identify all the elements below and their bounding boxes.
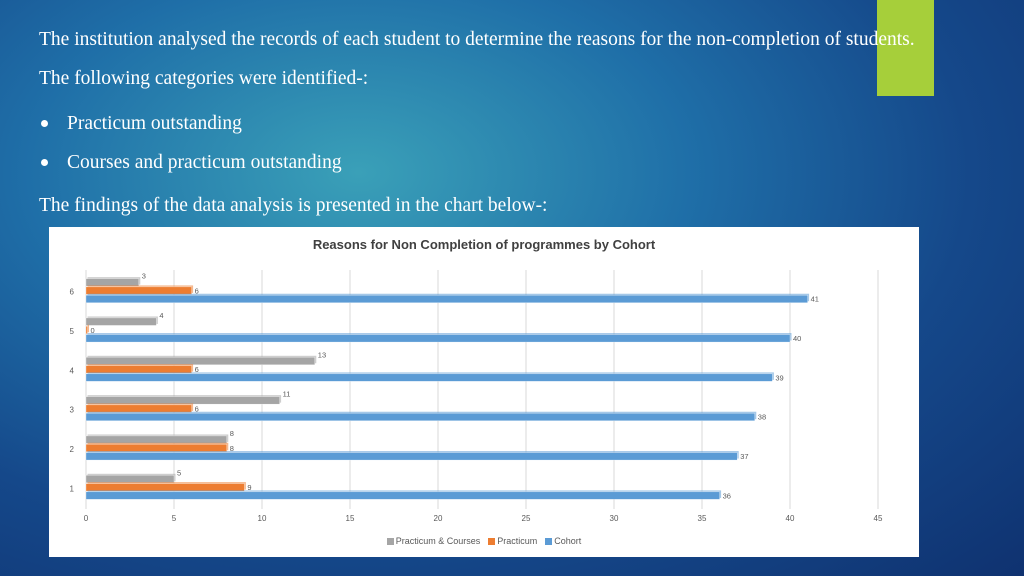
bullet-label: Courses and practicum outstanding bbox=[67, 152, 342, 173]
data-label: 37 bbox=[740, 452, 748, 461]
bar-practicum-courses bbox=[85, 435, 227, 444]
legend-swatch bbox=[386, 538, 394, 545]
category-list: Practicum outstanding Courses and practi… bbox=[39, 104, 929, 182]
data-label: 8 bbox=[230, 444, 234, 453]
legend-item: Practicum bbox=[488, 536, 537, 546]
bar-practicum bbox=[85, 365, 192, 374]
bar-cohort bbox=[85, 452, 738, 461]
bar-practicum-courses bbox=[85, 317, 157, 326]
y-category-label: 3 bbox=[70, 406, 75, 415]
bar-practicum bbox=[85, 444, 227, 452]
legend-label: Cohort bbox=[554, 536, 582, 546]
data-label: 4 bbox=[159, 311, 163, 320]
findings-paragraph: The findings of the data analysis is pre… bbox=[39, 195, 548, 216]
bar-practicum-courses bbox=[85, 278, 139, 287]
y-category-label: 5 bbox=[70, 327, 75, 336]
bullet-dot-icon bbox=[41, 159, 48, 166]
bullet-dot-icon bbox=[41, 120, 48, 127]
data-label: 3 bbox=[142, 272, 146, 281]
bar-practicum-courses bbox=[85, 357, 315, 365]
data-label: 5 bbox=[177, 468, 181, 477]
bullet-label: Practicum outstanding bbox=[67, 113, 242, 134]
slide-text-block: The institution analysed the records of … bbox=[39, 20, 929, 225]
bar-practicum bbox=[85, 404, 192, 413]
x-tick-label: 25 bbox=[522, 514, 531, 523]
bar-practicum bbox=[85, 326, 88, 334]
bar-cohort bbox=[85, 295, 808, 303]
x-tick-label: 0 bbox=[84, 514, 89, 523]
bar-practicum-courses bbox=[85, 396, 280, 405]
data-label: 11 bbox=[283, 390, 291, 399]
x-tick-label: 10 bbox=[258, 514, 267, 523]
bar-depth bbox=[87, 324, 89, 333]
y-category-label: 1 bbox=[70, 484, 75, 493]
x-tick-label: 35 bbox=[698, 514, 707, 523]
data-label: 0 bbox=[91, 326, 95, 335]
intro-paragraph: The institution analysed the records of … bbox=[39, 29, 915, 89]
legend-item: Practicum & Courses bbox=[386, 536, 481, 546]
data-label: 39 bbox=[775, 373, 783, 382]
bullet-item: Courses and practicum outstanding bbox=[39, 143, 929, 182]
bar-practicum bbox=[85, 286, 192, 295]
data-label: 6 bbox=[195, 404, 199, 413]
bar-cohort bbox=[85, 413, 755, 421]
y-category-label: 4 bbox=[70, 366, 75, 375]
x-tick-label: 40 bbox=[786, 514, 795, 523]
bar-cohort bbox=[85, 373, 773, 382]
legend-label: Practicum & Courses bbox=[395, 536, 481, 546]
data-label: 36 bbox=[723, 491, 731, 500]
y-category-label: 2 bbox=[70, 445, 75, 454]
data-label: 6 bbox=[195, 286, 199, 295]
accent-tab bbox=[877, 0, 934, 96]
bullet-item: Practicum outstanding bbox=[39, 104, 929, 143]
x-tick-label: 20 bbox=[434, 514, 443, 523]
chart-title: Reasons for Non Completion of programmes… bbox=[312, 237, 656, 252]
legend-swatch bbox=[545, 538, 553, 545]
bar-practicum bbox=[85, 483, 245, 492]
x-tick-label: 45 bbox=[874, 514, 883, 523]
data-label: 38 bbox=[758, 413, 766, 422]
bar-chart-plot: 0 5 10 15 20 25 30 35 40 451593628837311638413639… bbox=[70, 270, 883, 523]
x-tick-label: 15 bbox=[346, 514, 355, 523]
bar-cohort bbox=[85, 334, 791, 343]
y-category-label: 6 bbox=[70, 288, 75, 297]
legend-swatch bbox=[488, 538, 496, 545]
chart-legend: Practicum & Courses Practicum Cohort bbox=[49, 536, 919, 546]
data-label: 41 bbox=[811, 295, 819, 304]
data-label: 13 bbox=[318, 350, 326, 359]
bar-practicum-courses bbox=[85, 475, 175, 483]
data-label: 6 bbox=[195, 365, 199, 374]
data-label: 8 bbox=[230, 429, 234, 438]
x-tick-label: 30 bbox=[610, 514, 619, 523]
bar-cohort bbox=[85, 491, 720, 500]
x-tick-label: 5 bbox=[172, 514, 177, 523]
data-label: 40 bbox=[793, 334, 801, 343]
legend-label: Practicum bbox=[497, 536, 538, 546]
chart-card: Reasons for Non Completion of programmes… bbox=[49, 227, 919, 557]
legend-item: Cohort bbox=[545, 536, 581, 546]
data-label: 9 bbox=[247, 483, 251, 492]
